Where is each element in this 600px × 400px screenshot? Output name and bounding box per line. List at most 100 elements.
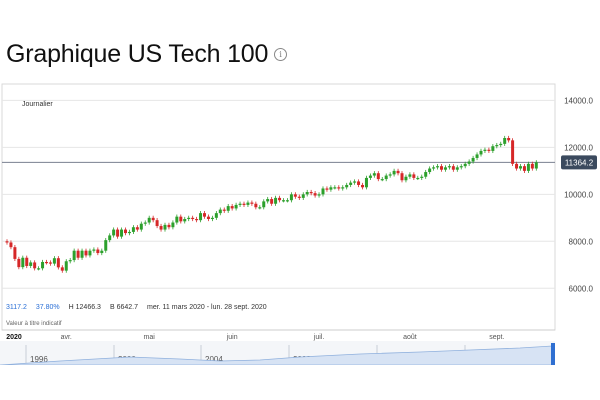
interval-label: Journalier (22, 101, 53, 108)
candle-body (408, 174, 412, 177)
y-tick-label: 8000.0 (569, 237, 594, 246)
candle-body (183, 219, 187, 222)
candle-body (483, 149, 487, 151)
candle-body (471, 157, 475, 162)
candle-body (41, 261, 45, 269)
candle-body (515, 163, 519, 169)
candle-body (76, 250, 80, 258)
candle-body (357, 181, 361, 185)
candle-body (80, 250, 84, 258)
candle-body (151, 217, 155, 221)
candle-body (159, 226, 163, 230)
candle-body (301, 194, 305, 198)
candle-body (522, 166, 526, 171)
candle-body (368, 175, 372, 178)
candle-body (436, 166, 440, 168)
candle-body (337, 187, 341, 189)
candle-body (218, 209, 222, 214)
candle-body (262, 201, 266, 208)
candle-body (21, 257, 25, 268)
candle-body (282, 200, 285, 202)
change-percent: 37.80% (35, 304, 60, 311)
candle-body (345, 184, 349, 188)
navigator-overview[interactable]: 199620002004200820122016 (0, 341, 555, 366)
candle-body (214, 213, 218, 218)
candle-body (412, 174, 416, 178)
candle-body (64, 261, 68, 271)
candle-body (321, 188, 325, 195)
info-icon[interactable]: i (274, 47, 288, 61)
candle-body (270, 199, 274, 204)
candle-body (163, 224, 167, 230)
candle-body (479, 150, 483, 155)
candle-body (127, 231, 131, 234)
candle-body (100, 250, 104, 254)
candle-body (507, 138, 511, 141)
candle-body (364, 177, 368, 188)
candle-body (424, 172, 428, 177)
candle-body (226, 206, 230, 211)
candle-body (475, 154, 479, 158)
candle-body (116, 229, 120, 237)
candle-body (503, 138, 507, 144)
plot-frame (1, 83, 556, 331)
navigator[interactable]: 199620002004200820122016 (0, 341, 555, 366)
candle-body (246, 202, 250, 205)
candle-body (416, 177, 420, 180)
navigator-handle (551, 343, 555, 365)
candle-body (9, 242, 13, 248)
candle-body (451, 166, 455, 170)
candle-body (289, 194, 293, 201)
candle-body (325, 188, 329, 190)
candle-body (25, 257, 29, 266)
candle-body (234, 204, 238, 209)
candle-body (333, 187, 337, 189)
candle-body (440, 166, 443, 170)
candle-body (195, 219, 199, 221)
candle-body (404, 176, 408, 181)
candle-body (238, 203, 242, 205)
x-tick-label: mai (144, 334, 156, 341)
candle-body (230, 206, 234, 209)
date-range: mer. 11 mars 2020 - lun. 28 sept. 2020 (146, 304, 267, 311)
candle-body (254, 203, 258, 208)
y-tick-label: 14000.0 (564, 96, 593, 105)
candle-body (400, 173, 404, 181)
candle-body (56, 258, 60, 268)
candle-body (293, 194, 297, 197)
candle-body (108, 235, 112, 241)
candle-body (396, 170, 400, 174)
navigator-year-label: 2004 (205, 355, 223, 364)
candle-body (491, 146, 495, 151)
candle-body (88, 250, 92, 256)
candle-body (68, 260, 72, 262)
candle-body (499, 143, 503, 146)
candle-body (258, 207, 262, 209)
x-tick-label: 2020 (6, 334, 22, 341)
candle-body (530, 163, 534, 169)
y-tick-label: 10000.0 (564, 190, 593, 199)
candle-body (120, 229, 124, 237)
candle-body (467, 161, 471, 164)
candle-body (72, 250, 76, 261)
candle-body (143, 222, 147, 224)
candle-body (380, 179, 384, 181)
candle-body (13, 247, 17, 259)
candle-body (384, 175, 388, 180)
candle-body (112, 229, 116, 236)
candle-body (92, 249, 96, 251)
high-value: H 12466.3 (68, 304, 101, 311)
candle-body (443, 167, 447, 170)
candle-body (60, 267, 64, 271)
x-tick-label: sept. (489, 334, 504, 341)
x-tick-label: avr. (61, 334, 72, 341)
candle-body (463, 163, 467, 167)
candle-body (278, 197, 282, 201)
low-value: B 6642.7 (109, 304, 138, 311)
x-tick-label: juil. (313, 334, 325, 341)
candle-body (37, 268, 41, 270)
candle-body (135, 227, 139, 230)
candle-body (147, 217, 151, 223)
candle-body (317, 194, 321, 196)
candle-body (495, 145, 499, 147)
